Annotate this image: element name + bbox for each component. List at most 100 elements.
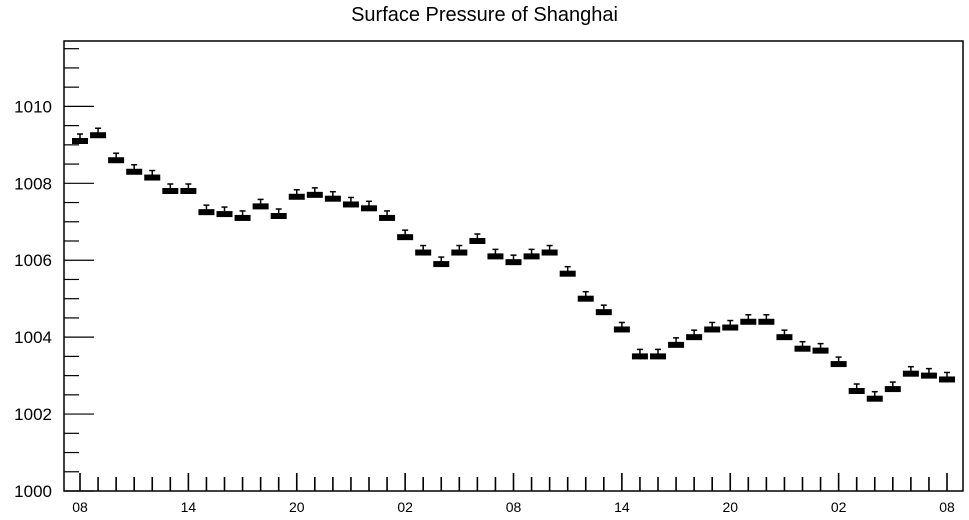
box-mark bbox=[180, 183, 197, 194]
box-body bbox=[144, 174, 161, 181]
box-mark bbox=[397, 229, 414, 241]
box-mark bbox=[812, 342, 829, 354]
box-mark bbox=[72, 133, 88, 144]
x-tick-label: 20 bbox=[722, 499, 738, 515]
box-body bbox=[613, 326, 630, 333]
box-body bbox=[595, 309, 612, 316]
box-mark bbox=[884, 381, 901, 393]
y-tick-label: 1000 bbox=[14, 482, 52, 501]
box-mark bbox=[379, 210, 396, 221]
box-body bbox=[848, 388, 865, 394]
box-body bbox=[415, 249, 432, 256]
x-tick-label: 02 bbox=[397, 499, 413, 515]
box-mark bbox=[90, 127, 107, 139]
box-mark bbox=[939, 371, 955, 383]
box-mark bbox=[866, 390, 883, 402]
box-body bbox=[270, 213, 287, 219]
x-tick-label: 14 bbox=[181, 499, 197, 515]
box-body bbox=[812, 347, 829, 354]
box-mark bbox=[451, 244, 468, 256]
box-mark bbox=[505, 254, 522, 266]
box-body bbox=[523, 253, 540, 260]
box-body bbox=[469, 238, 486, 244]
box-mark bbox=[469, 233, 486, 244]
box-body bbox=[541, 249, 558, 256]
box-body bbox=[686, 334, 703, 341]
box-body bbox=[90, 132, 107, 139]
box-mark bbox=[415, 244, 432, 256]
box-body bbox=[704, 326, 721, 333]
box-mark bbox=[740, 314, 757, 325]
box-mark bbox=[523, 248, 540, 260]
box-body bbox=[234, 214, 251, 221]
box-mark bbox=[252, 198, 269, 210]
box-mark bbox=[234, 210, 251, 221]
box-body bbox=[126, 168, 143, 175]
box-mark bbox=[577, 290, 594, 302]
y-tick-label: 1008 bbox=[14, 174, 52, 193]
y-tick-label: 1004 bbox=[14, 328, 52, 347]
x-tick-label: 14 bbox=[614, 499, 630, 515]
box-body bbox=[72, 138, 88, 144]
box-body bbox=[830, 361, 847, 368]
box-body bbox=[288, 193, 305, 200]
box-body bbox=[342, 201, 359, 208]
box-body bbox=[361, 205, 377, 212]
box-mark bbox=[433, 256, 450, 268]
box-body bbox=[433, 261, 450, 268]
y-tick-label: 1006 bbox=[14, 251, 52, 270]
box-mark bbox=[144, 169, 161, 181]
box-body bbox=[776, 334, 793, 341]
box-body bbox=[668, 341, 685, 348]
box-mark bbox=[270, 208, 287, 219]
box-mark bbox=[722, 319, 739, 331]
box-body bbox=[650, 353, 666, 360]
box-body bbox=[884, 386, 901, 393]
x-tick-label: 08 bbox=[506, 499, 522, 515]
box-body bbox=[902, 370, 919, 377]
box-mark bbox=[613, 321, 630, 333]
x-axis: 08 14 20 02 08 14 20 02 08 bbox=[72, 473, 955, 515]
box-mark bbox=[342, 196, 359, 208]
box-body bbox=[162, 188, 179, 194]
box-body bbox=[866, 395, 883, 402]
x-tick-label: 20 bbox=[289, 499, 305, 515]
box-body bbox=[920, 372, 937, 379]
box-body bbox=[216, 211, 233, 218]
box-mark bbox=[902, 365, 919, 377]
box-body bbox=[794, 345, 811, 352]
box-mark bbox=[324, 190, 341, 202]
box-mark bbox=[541, 244, 558, 256]
box-mark bbox=[595, 304, 612, 316]
box-body bbox=[306, 191, 323, 198]
box-body bbox=[631, 353, 648, 360]
box-mark bbox=[108, 152, 125, 164]
box-mark bbox=[758, 314, 775, 325]
box-mark bbox=[306, 187, 323, 198]
box-mark bbox=[920, 367, 937, 379]
box-body bbox=[758, 318, 775, 325]
y-tick-label: 1010 bbox=[14, 97, 52, 116]
box-mark bbox=[288, 189, 305, 200]
box-mark bbox=[776, 329, 793, 341]
box-body bbox=[939, 376, 955, 383]
box-mark bbox=[830, 356, 847, 368]
box-mark bbox=[631, 348, 648, 360]
plot-frame bbox=[63, 40, 964, 492]
box-body bbox=[324, 195, 341, 202]
box-body bbox=[740, 318, 757, 325]
box-series bbox=[72, 127, 955, 402]
box-mark bbox=[794, 340, 811, 352]
box-mark bbox=[848, 383, 865, 394]
x-tick-label: 02 bbox=[831, 499, 847, 515]
box-body bbox=[108, 157, 125, 164]
y-axis: 1000 1002 1004 1006 1008 1010 bbox=[14, 48, 94, 501]
box-mark bbox=[126, 164, 143, 175]
chart-title: Surface Pressure of Shanghai bbox=[351, 4, 618, 26]
box-body bbox=[379, 214, 396, 221]
box-body bbox=[397, 234, 414, 241]
box-mark bbox=[650, 348, 666, 360]
box-body bbox=[180, 188, 197, 194]
x-tick-label: 08 bbox=[72, 499, 88, 515]
